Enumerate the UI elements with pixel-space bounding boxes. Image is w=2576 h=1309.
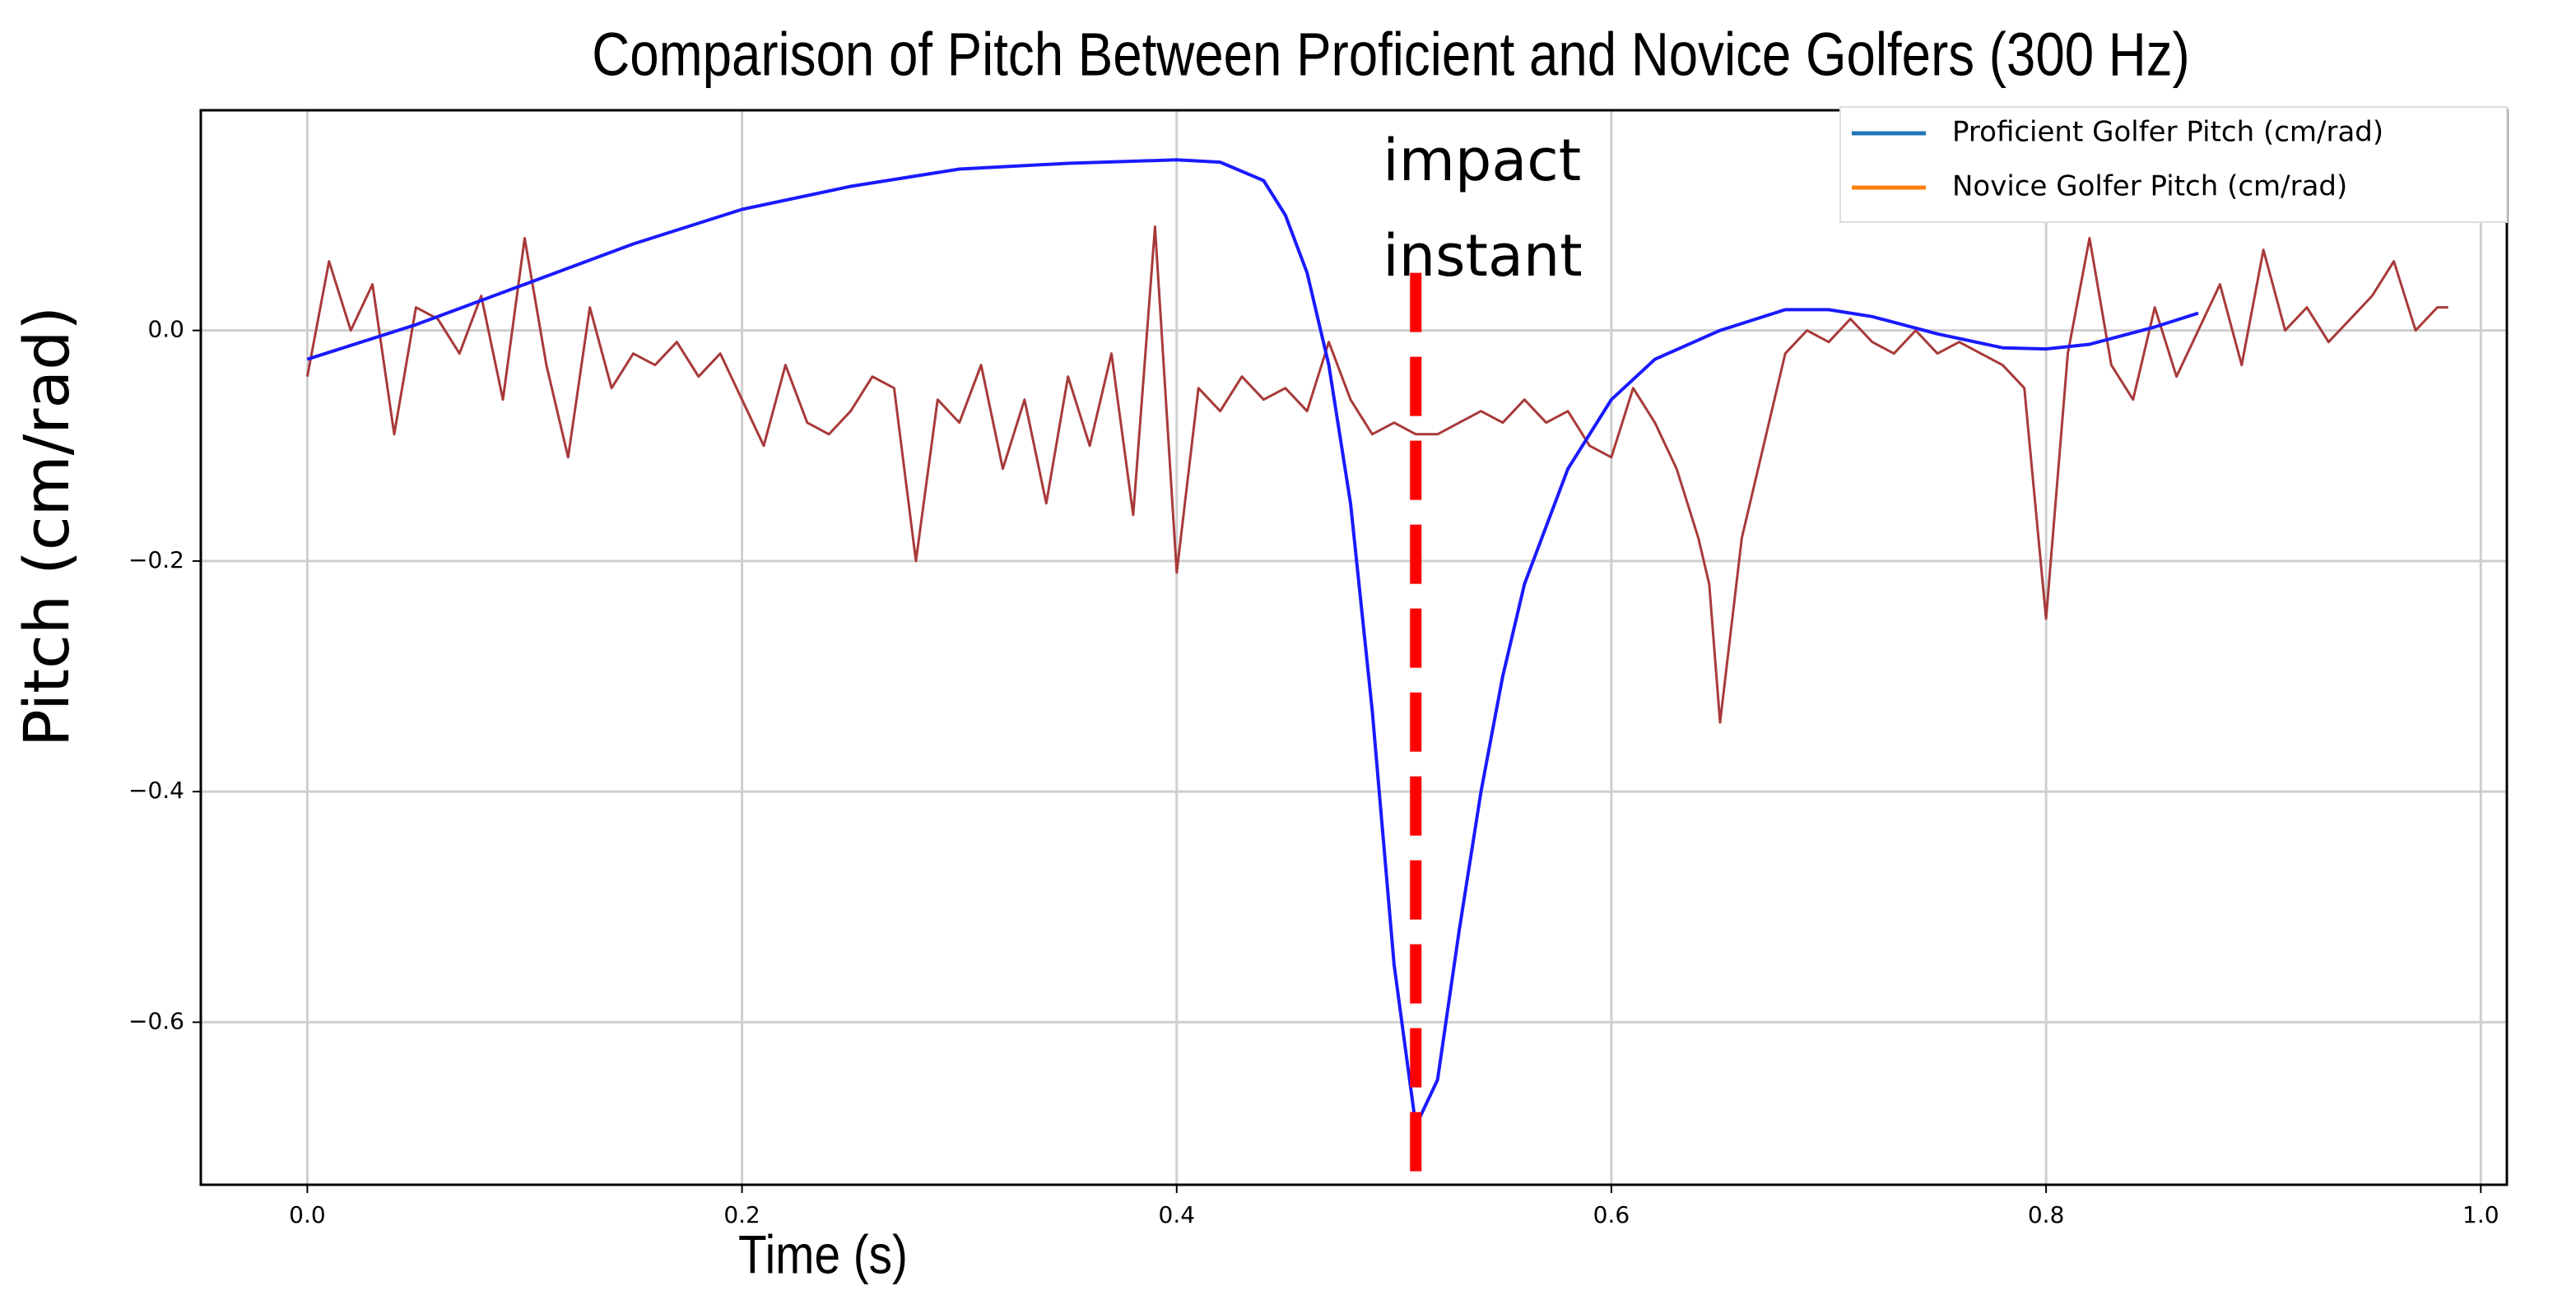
legend-label: Novice Golfer Pitch (cm/rad): [1952, 170, 2347, 203]
axes-frame: [199, 109, 2509, 1186]
series-line: [305, 225, 2448, 724]
legend: Proficient Golfer Pitch (cm/rad) Novice G…: [1839, 106, 2508, 223]
x-tick-label: 0.4: [1159, 1201, 1196, 1228]
series-line: [306, 158, 2199, 1128]
x-tick-label: 0.6: [1593, 1201, 1630, 1228]
legend-label: Proficient Golfer Pitch (cm/rad): [1952, 116, 2383, 149]
y-axis-label: Pitch (cm/rad): [10, 306, 83, 747]
annotation-text: instant: [1383, 222, 1582, 290]
y-tick-label: −0.2: [128, 546, 184, 573]
x-tick-label: 0.8: [2028, 1201, 2065, 1228]
annotation-text: impact: [1383, 127, 1581, 194]
x-axis-label: Time (s): [738, 1224, 908, 1285]
y-tick-label: −0.4: [128, 777, 184, 804]
legend-box: [1839, 106, 2508, 223]
y-tick-label: −0.6: [128, 1007, 184, 1034]
x-tick-label: 1.0: [2462, 1201, 2499, 1228]
chart-title: Comparison of Pitch Between Proficient a…: [592, 21, 2189, 89]
x-tick-label: 0.2: [723, 1201, 760, 1228]
y-tick-label: 0.0: [147, 316, 184, 343]
x-tick-label: 0.0: [289, 1201, 326, 1228]
